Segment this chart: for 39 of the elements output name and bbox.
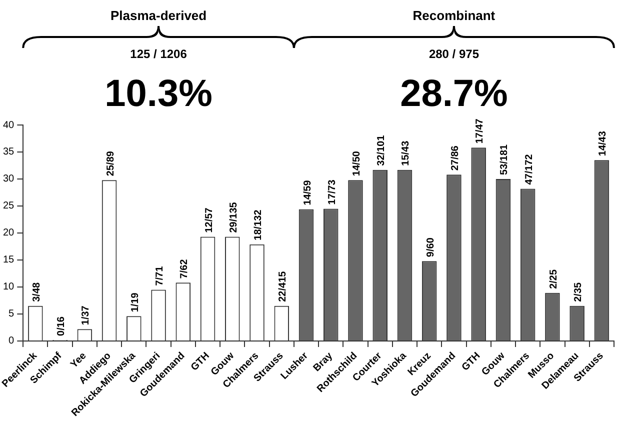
data-label: 2/25 [548, 269, 560, 289]
data-label: 22/415 [278, 270, 289, 302]
text: 125 / 1206 [130, 47, 188, 61]
data-label: 47/172 [524, 154, 535, 185]
y-tick-label: 5 [8, 308, 15, 320]
data-label: 18/132 [253, 209, 264, 240]
data-label: 14/43 [598, 130, 609, 156]
data-label: 12/57 [204, 207, 215, 233]
data-label: 29/135 [228, 202, 240, 233]
data-label: 3/48 [31, 282, 42, 302]
data-label: 9/60 [425, 237, 436, 258]
data-label: 32/101 [376, 134, 388, 166]
y-tick-label: 35 [3, 146, 15, 158]
data-label: 1/37 [80, 305, 92, 326]
y-tick-label: 25 [3, 200, 15, 212]
data-label: 15/43 [400, 140, 412, 166]
data-label: 53/181 [499, 144, 510, 175]
y-tick-label: 10 [3, 282, 15, 293]
data-label: 7/62 [179, 258, 190, 279]
data-label: 17/47 [474, 118, 486, 144]
data-label: 14/59 [302, 180, 314, 206]
data-label: 14/50 [351, 150, 362, 176]
data-label: 2/35 [573, 282, 584, 302]
text: 280 / 975 [428, 47, 480, 61]
text: 10.3% [104, 73, 212, 115]
y-tick-label: 30 [3, 174, 15, 185]
data-label: 25/89 [105, 150, 116, 176]
data-label: 17/73 [326, 179, 338, 205]
y-tick-label: 40 [3, 120, 15, 131]
y-tick-label: 0 [8, 336, 15, 347]
y-tick-label: 15 [3, 254, 15, 266]
text: 28.7% [400, 73, 508, 115]
text: Recombinant [412, 8, 496, 23]
y-tick-label: 20 [3, 228, 15, 239]
data-label: 0/16 [56, 316, 68, 336]
text: Plasma-derived [110, 8, 207, 23]
data-label: 1/19 [130, 292, 141, 312]
data-label: 27/86 [450, 145, 461, 171]
data-label: 7/71 [154, 266, 166, 286]
